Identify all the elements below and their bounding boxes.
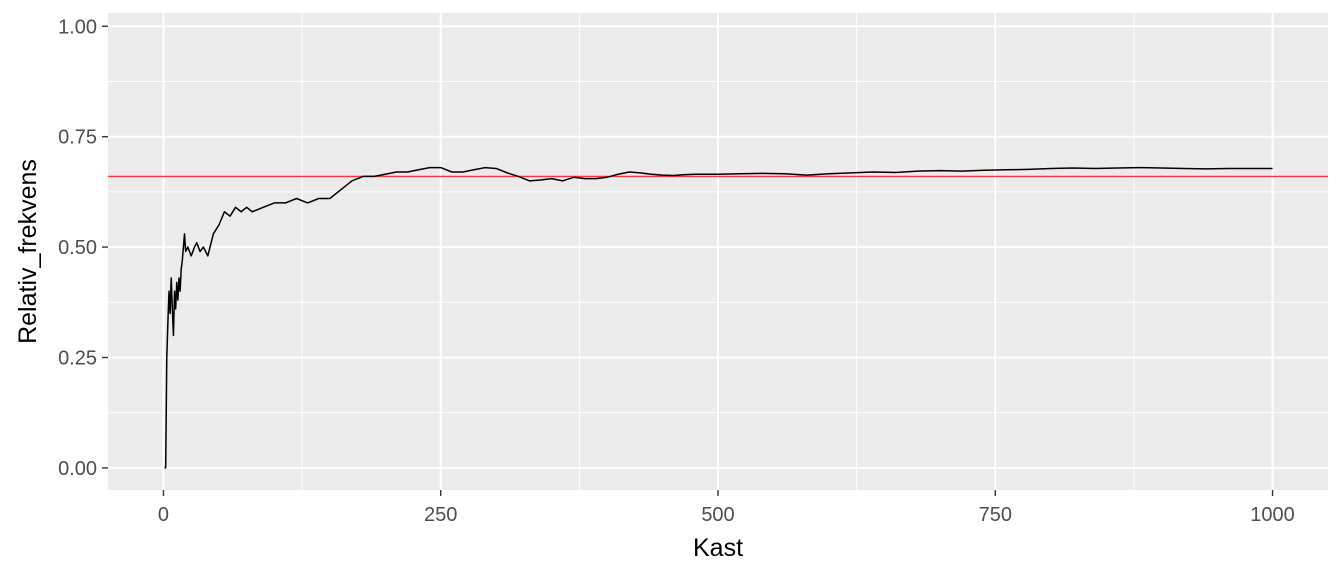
x-tick-label: 750: [979, 504, 1012, 526]
major-gridlines: [108, 13, 1328, 490]
series-line: [164, 166, 1273, 469]
x-tick-label: 250: [424, 504, 457, 526]
y-tick-label: 1.00: [58, 16, 97, 38]
y-tick-label: 0.50: [58, 237, 97, 259]
y-axis: 0.00 0.25 0.50 0.75 1.00: [58, 16, 108, 480]
y-axis-title: Relativ_frekvens: [14, 159, 42, 344]
y-tick-label: 0.75: [58, 127, 97, 149]
x-axis-title: Kast: [693, 534, 743, 562]
y-tick-label: 0.25: [58, 348, 97, 370]
y-tick-label: 0.00: [58, 458, 97, 480]
x-tick-label: 0: [158, 504, 169, 526]
x-tick-label: 1000: [1250, 504, 1295, 526]
series-layer: [164, 166, 1273, 469]
x-axis: 0 250 500 750 1000: [158, 490, 1295, 526]
x-tick-label: 500: [701, 504, 734, 526]
